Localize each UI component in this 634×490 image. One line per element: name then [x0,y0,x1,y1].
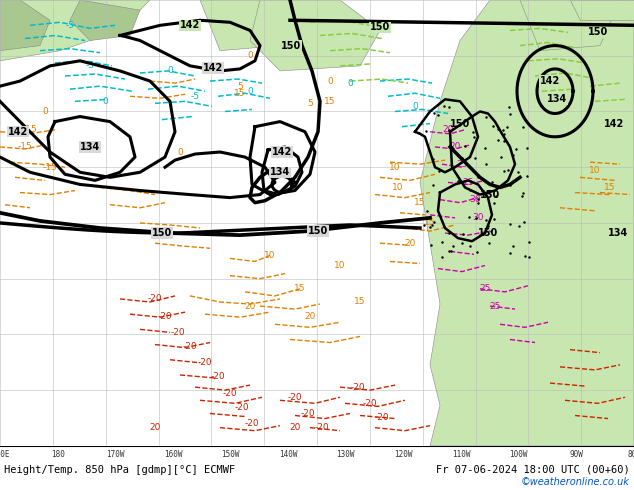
Text: -20: -20 [375,413,389,422]
Text: 160W: 160W [164,450,182,459]
Text: -20: -20 [351,383,365,392]
Text: -20: -20 [198,358,212,368]
Text: 142: 142 [272,147,292,157]
Text: 20: 20 [404,239,416,248]
Text: -20: -20 [301,409,315,418]
Text: 150: 150 [308,226,328,236]
Text: 130W: 130W [337,450,355,459]
Text: -20: -20 [171,328,185,337]
Text: 0: 0 [327,76,333,86]
Text: -15: -15 [42,163,57,172]
Polygon shape [0,0,50,50]
Text: 142: 142 [203,63,223,73]
Polygon shape [0,0,150,61]
Text: 10: 10 [392,183,404,192]
Text: 142: 142 [8,127,29,137]
Text: 5: 5 [307,99,313,108]
Text: -20: -20 [288,393,302,402]
Text: 150: 150 [281,41,301,50]
Polygon shape [570,0,634,20]
Text: 15: 15 [424,219,436,227]
Text: 134: 134 [80,142,100,152]
Text: 20: 20 [289,423,301,432]
Polygon shape [250,0,380,71]
Text: 90W: 90W [569,450,583,459]
Text: 0: 0 [102,97,108,106]
Text: 20: 20 [450,143,461,151]
Text: 20: 20 [150,423,160,432]
Text: Height/Temp. 850 hPa [gdmp][°C] ECMWF: Height/Temp. 850 hPa [gdmp][°C] ECMWF [4,465,235,475]
Text: 0: 0 [167,67,173,75]
Text: Fr 07-06-2024 18:00 UTC (00+60): Fr 07-06-2024 18:00 UTC (00+60) [436,465,630,475]
Text: 170E: 170E [0,450,10,459]
Text: 0: 0 [247,87,253,96]
Text: 10: 10 [264,251,276,260]
Text: 0: 0 [247,51,253,60]
Text: 20: 20 [443,125,454,134]
Text: 142: 142 [540,76,560,86]
Text: -20: -20 [223,389,237,398]
Text: 25: 25 [456,160,468,169]
Text: 134: 134 [608,228,628,238]
Text: -5: -5 [65,21,75,30]
Text: 142: 142 [604,119,624,129]
Text: 25: 25 [489,301,501,311]
Text: 142: 142 [180,21,200,30]
Text: 10: 10 [589,166,601,175]
Polygon shape [520,0,620,50]
Text: -5: -5 [86,61,94,71]
Text: -20: -20 [210,372,225,382]
Text: 15: 15 [354,297,366,307]
Text: 134: 134 [270,167,290,177]
Text: -20: -20 [245,419,259,428]
Text: 15: 15 [414,198,426,207]
Text: 110W: 110W [452,450,470,459]
Text: 20: 20 [304,312,316,320]
Text: -20: -20 [363,399,377,408]
Text: 170W: 170W [106,450,124,459]
Text: 15: 15 [234,89,246,98]
Text: 134: 134 [547,94,567,104]
Text: 120W: 120W [394,450,413,459]
Text: 10: 10 [334,261,346,270]
Text: -20: -20 [148,294,162,303]
Text: ©weatheronline.co.uk: ©weatheronline.co.uk [521,477,630,487]
Text: 140W: 140W [279,450,297,459]
Text: 150: 150 [478,228,498,238]
Polygon shape [200,0,300,50]
Polygon shape [420,0,634,446]
Text: 150: 150 [152,228,172,238]
Text: 0: 0 [347,78,353,88]
Text: 25: 25 [479,284,491,294]
Text: 0: 0 [42,107,48,116]
Text: 30: 30 [472,213,484,222]
Text: -15: -15 [23,125,37,134]
Text: -20: -20 [183,342,197,351]
Text: 150: 150 [480,190,500,199]
Text: 5: 5 [237,82,243,91]
Text: 20: 20 [244,301,256,311]
Text: 150W: 150W [221,450,240,459]
Text: -5: -5 [190,92,200,101]
Text: 15: 15 [294,284,306,294]
Text: -20: -20 [314,423,329,432]
Text: -20: -20 [158,312,172,320]
Text: 150: 150 [588,27,608,37]
Text: 15: 15 [604,183,616,192]
Polygon shape [70,0,140,41]
Text: 10: 10 [389,163,401,172]
Text: 100W: 100W [510,450,528,459]
Text: 15: 15 [324,97,336,106]
Text: 30: 30 [469,195,481,204]
Text: -20: -20 [235,403,249,412]
Text: 80W: 80W [627,450,634,459]
Text: 0: 0 [412,102,418,111]
Text: -15: -15 [18,143,32,151]
Text: 150: 150 [370,23,390,32]
Text: 150: 150 [450,119,470,129]
Text: 25: 25 [462,178,474,187]
Text: 180: 180 [51,450,65,459]
Text: 0: 0 [177,147,183,156]
